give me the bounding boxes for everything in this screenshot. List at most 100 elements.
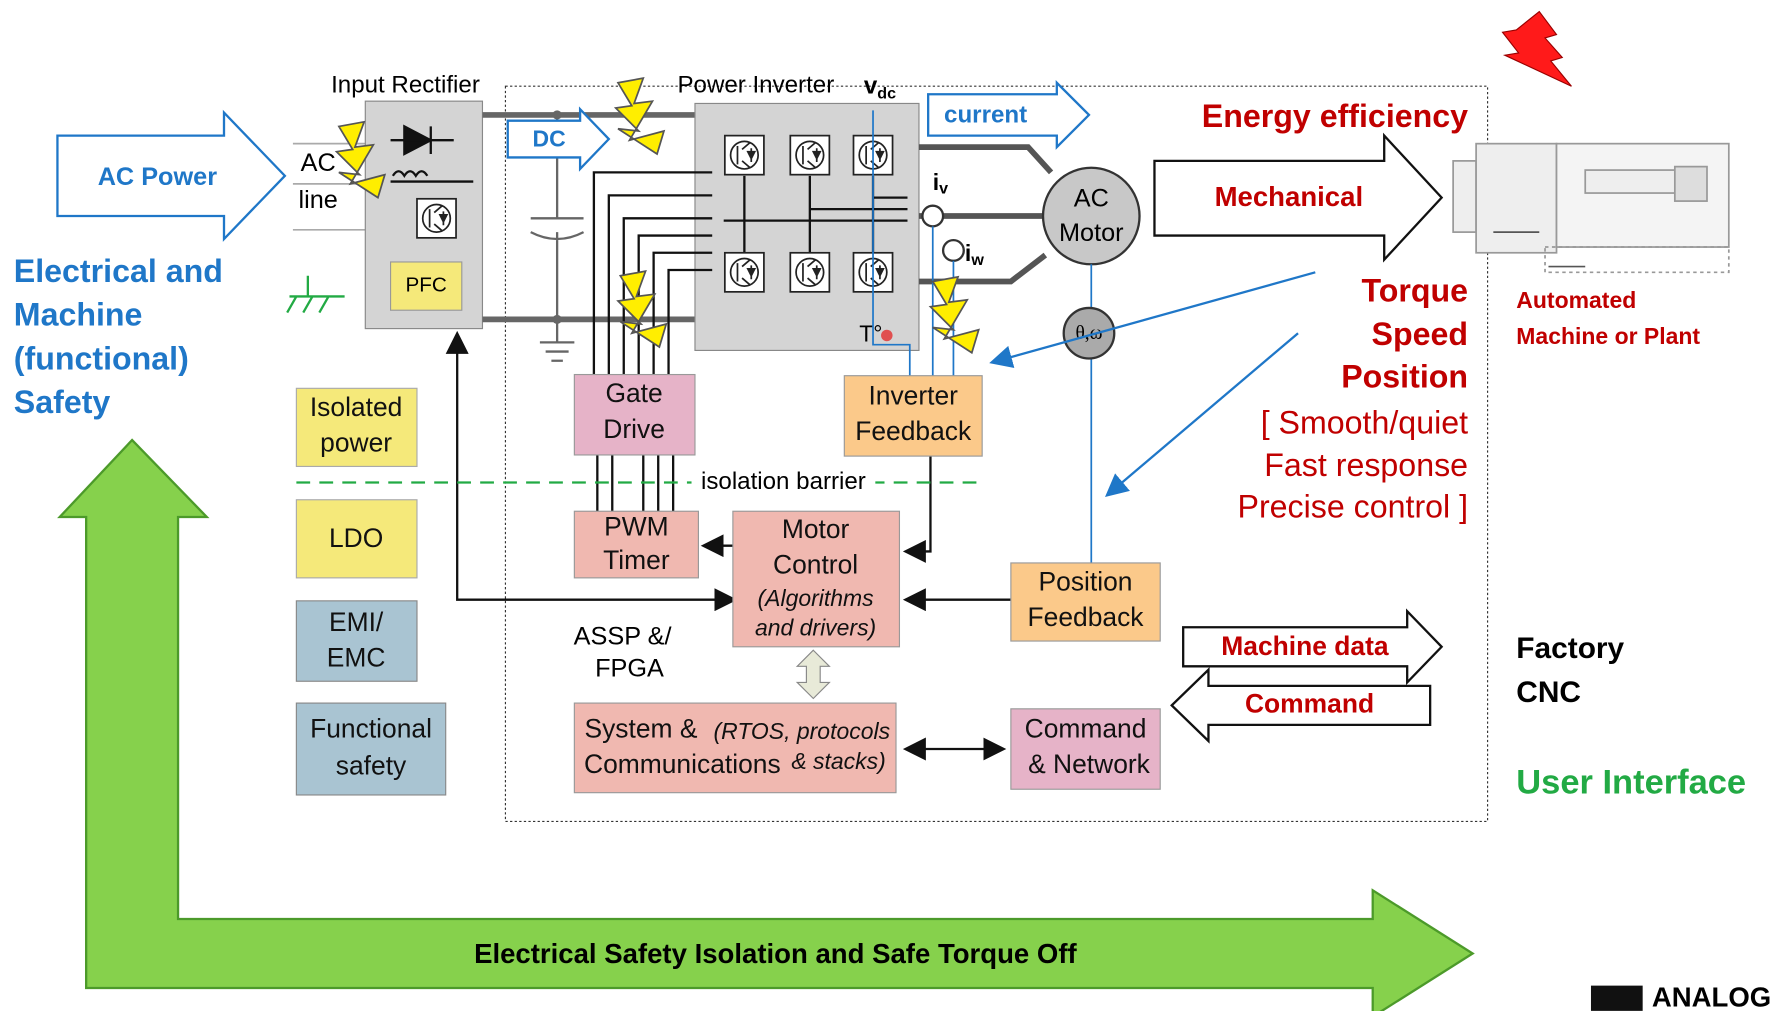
assp-label: FPGA [595,654,664,682]
block-label: Gate [605,378,662,408]
inverter-feedback-line [902,456,932,563]
safety-label: Electrical and [14,253,223,289]
control-goal: Position [1341,359,1468,395]
machine-data-arrow [1182,608,1444,686]
ldo-block [295,499,418,579]
block-label: Timer [603,545,670,575]
logo-mark [1590,985,1643,1011]
block-note: and drivers) [755,615,876,641]
block-note: & stacks) [791,748,885,774]
user-interface-label: User Interface [1516,764,1746,802]
dc-arrow [506,106,611,172]
mechanical-arrow [1153,132,1444,263]
block-label: Feedback [1028,602,1145,632]
inverter-label: Power Inverter [677,72,834,99]
block-label: Functional [310,714,432,744]
block-label: Inverter [868,381,958,411]
lightning-red [1501,10,1572,87]
safety-arrow-label: Electrical Safety Isolation and Safe Tor… [474,938,1077,969]
feedback-arrow [989,271,1316,369]
bus-arrow [795,649,831,700]
block-label: Position [1039,567,1133,597]
ac-line-label: line [299,186,338,214]
block-label: Feedback [855,416,972,446]
block-label: LDO [329,523,383,553]
block-label: EMI/ [329,607,384,637]
isolated-power-block [295,387,418,468]
ac-power-label: AC Power [98,163,218,191]
safety-label: Safety [14,384,111,420]
safety-label: (functional) [14,340,189,376]
iw-label: iw [965,240,984,269]
temp-label: T° [859,321,882,347]
motor-label: Motor [1059,219,1124,247]
inverter-feedback-block [843,375,983,457]
current-label: current [944,101,1027,128]
dc-label: DC [532,125,565,151]
ac-power-arrow [56,109,287,242]
pfc-control-line [445,330,738,612]
block-note: (Algorithms [758,585,875,611]
factory-label: Factory [1516,632,1624,665]
block-label: safety [336,750,407,780]
logo-text: ANALOG [1652,982,1771,1011]
safety-label: Machine [14,297,143,333]
command-label: Command [1245,688,1374,718]
vdc-sense [872,110,911,397]
pfc-block [389,261,463,311]
diode-icon [390,124,454,156]
vdc-label: vdc [864,73,896,103]
system-block [573,702,897,794]
rectifier-label: Input Rectifier [331,72,480,99]
iv-label: i [933,169,939,195]
ground-symbol [286,275,345,314]
command-arrow [1170,667,1432,744]
vdc-label: v [864,73,878,100]
inductor-icon [390,170,474,183]
feedback-arrow [1105,332,1299,497]
iw-label: i [965,240,971,266]
vdc-sub: dc [877,85,896,103]
current-sensor [941,238,965,262]
encoder-label: θ,ω [1075,323,1102,344]
assp-label: ASSP &/ [574,622,673,650]
current-sensor [921,204,945,228]
isolation-label: isolation barrier [701,468,866,495]
machine-label: Machine or Plant [1516,323,1700,349]
position-feedback-block [1010,562,1161,642]
emi-block [295,600,418,682]
ac-line-label: AC [301,149,336,177]
gate-wires [592,171,713,375]
iw-sub: w [970,251,984,269]
functional-safety-block [295,702,447,796]
block-note: (RTOS, protocols [714,718,891,744]
current-arrow [927,79,1091,150]
motor-control-block [732,510,901,648]
encoder [1062,306,1116,360]
quality: Precise control ] [1238,488,1469,524]
temp-sensor [881,329,893,342]
iv-sub: v [939,180,948,198]
block-label: Drive [603,414,665,444]
control-goal: Speed [1372,316,1469,352]
block-label: power [320,428,392,458]
block-label: & Network [1028,749,1151,779]
control-goal: Torque [1361,272,1468,308]
energy-efficiency: Energy efficiency [1202,98,1468,134]
lightning [929,276,980,354]
safety-arrow [57,438,1475,1011]
dc-bus [482,112,695,323]
pfc-label: PFC [406,274,447,297]
block-label: Control [773,549,858,579]
mechanical-label: Mechanical [1215,181,1364,212]
iv-label: iv [933,169,948,198]
motor-label: AC [1074,185,1109,213]
block-label: Command [1025,714,1147,744]
block-label: Isolated [310,392,403,422]
pwm-timer-block [573,510,699,579]
block-label: Motor [782,514,850,544]
quality: Fast response [1264,447,1468,483]
